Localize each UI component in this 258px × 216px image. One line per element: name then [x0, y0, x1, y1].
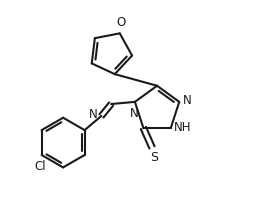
Text: NH: NH — [174, 121, 192, 134]
Text: Cl: Cl — [35, 160, 46, 173]
Text: N: N — [89, 108, 98, 121]
Text: N: N — [130, 107, 138, 120]
Text: O: O — [116, 16, 125, 29]
Text: S: S — [150, 151, 158, 164]
Text: N: N — [183, 94, 191, 107]
